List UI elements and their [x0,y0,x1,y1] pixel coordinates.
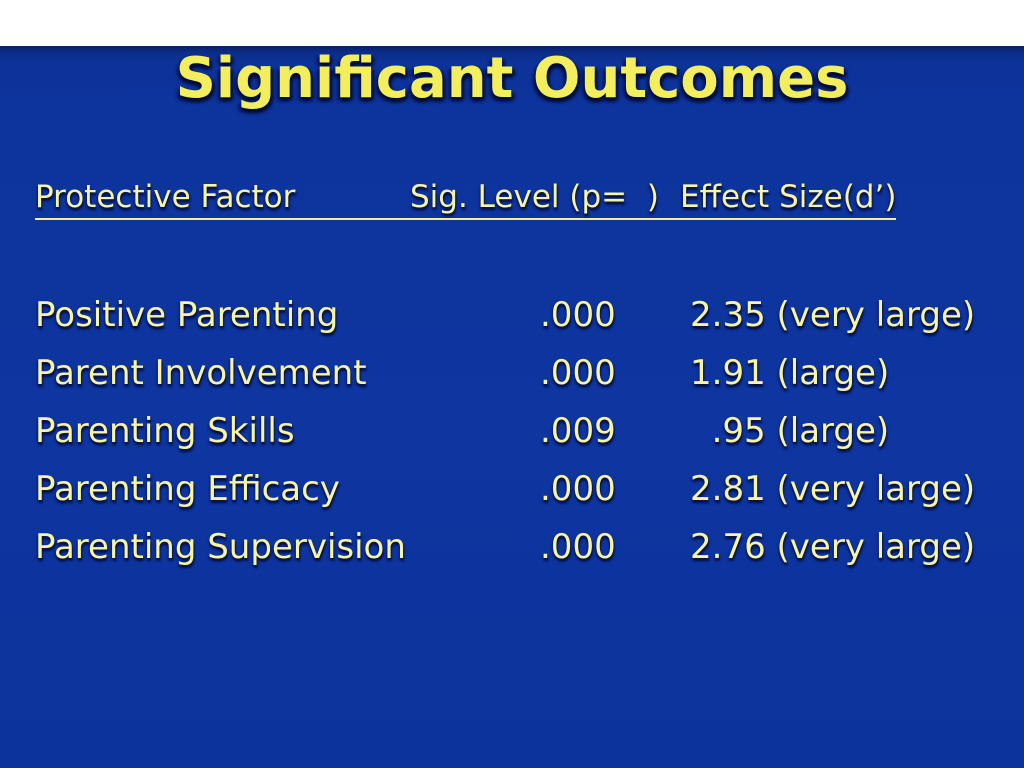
row-effect-size: 2.35 (very large) [690,295,976,335]
row-sig-level: .000 [540,527,616,567]
slide-body: Protective Factor Sig. Level (p= ) Effec… [0,179,1024,576]
table-row: Parenting Supervision .000 2.76 (very la… [35,518,1004,576]
table-row: Parenting Efficacy .000 2.81 (very large… [35,460,1004,518]
table-rows: Positive Parenting .000 2.35 (very large… [35,286,1004,576]
row-effect-size: 2.81 (very large) [690,469,976,509]
row-sig-level: .000 [540,295,616,335]
table-row: Positive Parenting .000 2.35 (very large… [35,286,1004,344]
row-sig-level: .009 [540,411,616,451]
row-sig-level: .000 [540,469,616,509]
slide-title: Significant Outcomes [175,46,849,111]
row-factor: Parenting Supervision [35,527,406,567]
slide-canvas: Significant Outcomes Protective Factor S… [0,46,1024,768]
row-factor: Parenting Skills [35,411,295,451]
table-row: Parenting Skills .009 .95 (large) [35,402,1004,460]
row-factor: Positive Parenting [35,295,339,335]
row-sig-level: .000 [540,353,616,393]
table-row: Parent Involvement .000 1.91 (large) [35,344,1004,402]
header-effect-size: Effect Size(d’) [680,179,897,220]
table-header-row: Protective Factor Sig. Level (p= ) Effec… [35,179,897,220]
header-protective-factor: Protective Factor [35,179,410,220]
row-effect-size: .95 (large) [690,411,890,451]
row-factor: Parent Involvement [35,353,367,393]
row-factor: Parenting Efficacy [35,469,340,509]
header-sig-level: Sig. Level (p= ) [410,179,680,220]
row-effect-size: 2.76 (very large) [690,527,976,567]
row-effect-size: 1.91 (large) [690,353,890,393]
